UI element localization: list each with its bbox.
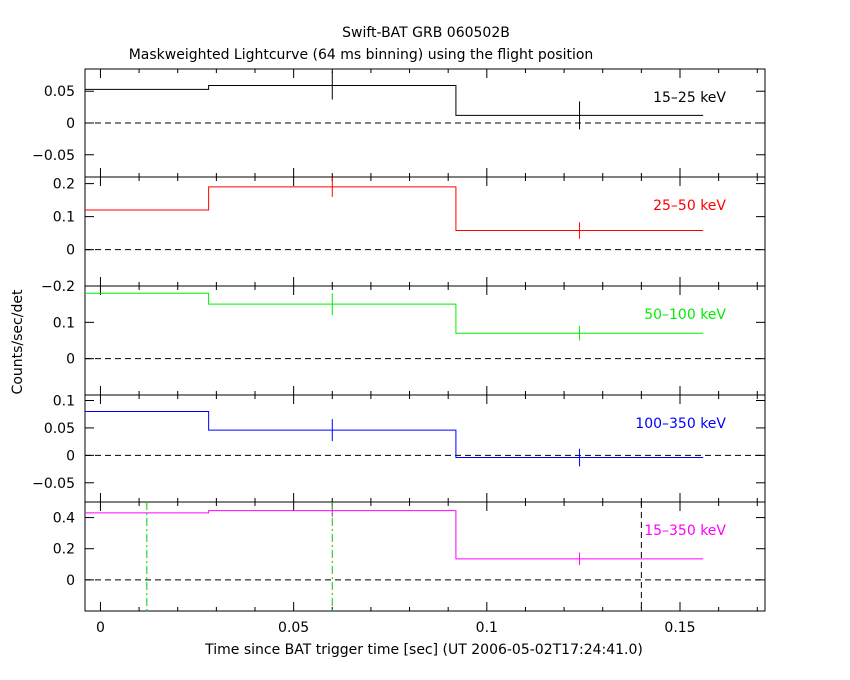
chart-title: Swift-BAT GRB 060502B (342, 25, 510, 41)
x-tick-label: 0.15 (664, 620, 695, 636)
x-axis-label: Time since BAT trigger time [sec] (UT 20… (204, 642, 643, 658)
band-label: 15–350 keV (644, 523, 726, 539)
y-tick-label: 0 (66, 116, 75, 132)
panel-frame (84, 176, 766, 287)
panel-frame (84, 501, 766, 612)
chart-subtitle: Maskweighted Lightcurve (64 ms binning) … (129, 47, 594, 63)
y-tick-label: 0.1 (53, 210, 75, 226)
x-tick-label: 0.05 (278, 620, 309, 636)
y-tick-label: 0.05 (44, 84, 75, 100)
x-tick-label: 0.1 (476, 620, 498, 636)
band-label: 50–100 keV (644, 307, 726, 323)
band-label: 25–50 keV (653, 198, 726, 214)
y-tick-label: 0 (66, 448, 75, 464)
band-label: 100–350 keV (635, 416, 726, 432)
lightcurve-step (85, 292, 704, 334)
y-axis-label: Counts/sec/det (10, 289, 26, 394)
y-tick-label: 0.1 (53, 393, 75, 409)
panel-frame (84, 285, 766, 396)
lightcurve-step (85, 85, 704, 116)
y-tick-label: −0.05 (32, 148, 75, 164)
y-tick-label: 0 (66, 352, 75, 368)
band-label: 15–25 keV (653, 90, 726, 106)
x-tick-label: 0 (96, 620, 105, 636)
lightcurve-step (85, 410, 704, 459)
y-tick-label: 0.2 (53, 177, 75, 193)
panels-group: −0.05 0 0.05 15–25 keV 0 0.1 0.2 25–50 keV 0 0.1 −… (32, 68, 766, 636)
y-tick-label: 0.2 (53, 542, 75, 558)
y-tick-label: 0 (66, 243, 75, 259)
y-tick-label: 0.1 (53, 315, 75, 331)
y-tick-label: −0.05 (32, 476, 75, 492)
y-tick-label: 0 (66, 573, 75, 589)
y-tick-label: 0.05 (44, 421, 75, 437)
lightcurve-step (85, 186, 704, 232)
y-tick-label: 0.4 (53, 511, 75, 527)
y-tick-label: −0.2 (41, 279, 75, 295)
lightcurve-step (85, 510, 704, 560)
